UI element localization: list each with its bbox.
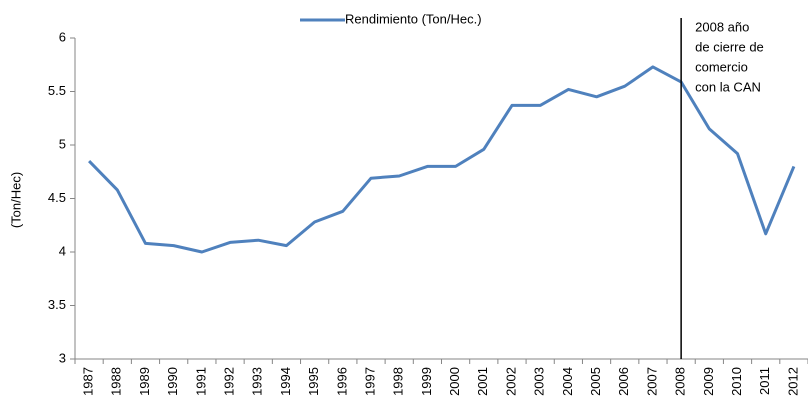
x-tick-label: 2000	[447, 367, 462, 396]
x-tick-label: 1987	[81, 367, 96, 396]
x-tick-label: 1988	[109, 367, 124, 396]
x-tick-label: 1997	[362, 367, 377, 396]
y-tick-label: 6	[59, 29, 66, 44]
x-tick-label: 2006	[616, 367, 631, 396]
y-tick-label: 3	[59, 350, 66, 365]
annotation: comercio	[695, 59, 748, 74]
x-tick-label: 2010	[729, 367, 744, 396]
y-tick-label: 3.5	[48, 297, 66, 312]
x-tick-label: 1994	[278, 367, 293, 396]
annotation: 2008 año	[695, 19, 749, 34]
x-tick-label: 1989	[137, 367, 152, 396]
x-tick-label: 1996	[334, 367, 349, 396]
x-tick-label: 2009	[701, 367, 716, 396]
y-tick-label: 4	[59, 243, 66, 258]
x-tick-label: 2008	[673, 367, 688, 396]
x-tick-label: 1991	[193, 367, 208, 396]
x-tick-label: 2004	[560, 367, 575, 396]
x-tick-label: 2012	[785, 367, 800, 396]
x-tick-label: 2002	[503, 367, 518, 396]
x-tick-label: 2001	[475, 367, 490, 396]
annotation: de cierre de	[695, 39, 764, 54]
x-tick-label: 2011	[757, 367, 772, 395]
x-tick-label: 1992	[221, 367, 236, 396]
series-line	[88, 65, 796, 254]
x-tick-label: 2003	[532, 367, 547, 396]
x-tick-label: 2007	[644, 367, 659, 396]
x-tick-label: 2005	[588, 367, 603, 396]
x-tick-label: 1993	[250, 367, 265, 396]
x-tick-label: 1995	[306, 367, 321, 396]
y-tick-label: 4.5	[48, 190, 66, 205]
annotation: con la CAN	[695, 79, 761, 94]
x-tick-label: 1998	[391, 367, 406, 396]
x-tick-label: 1990	[165, 367, 180, 396]
y-tick-label: 5	[59, 136, 66, 151]
legend-label: Rendimiento (Ton/Hec.)	[345, 11, 482, 26]
x-tick-label: 1999	[419, 367, 434, 396]
y-tick-label: 5.5	[48, 83, 66, 98]
y-axis-label: (Ton/Hec)	[8, 172, 23, 228]
